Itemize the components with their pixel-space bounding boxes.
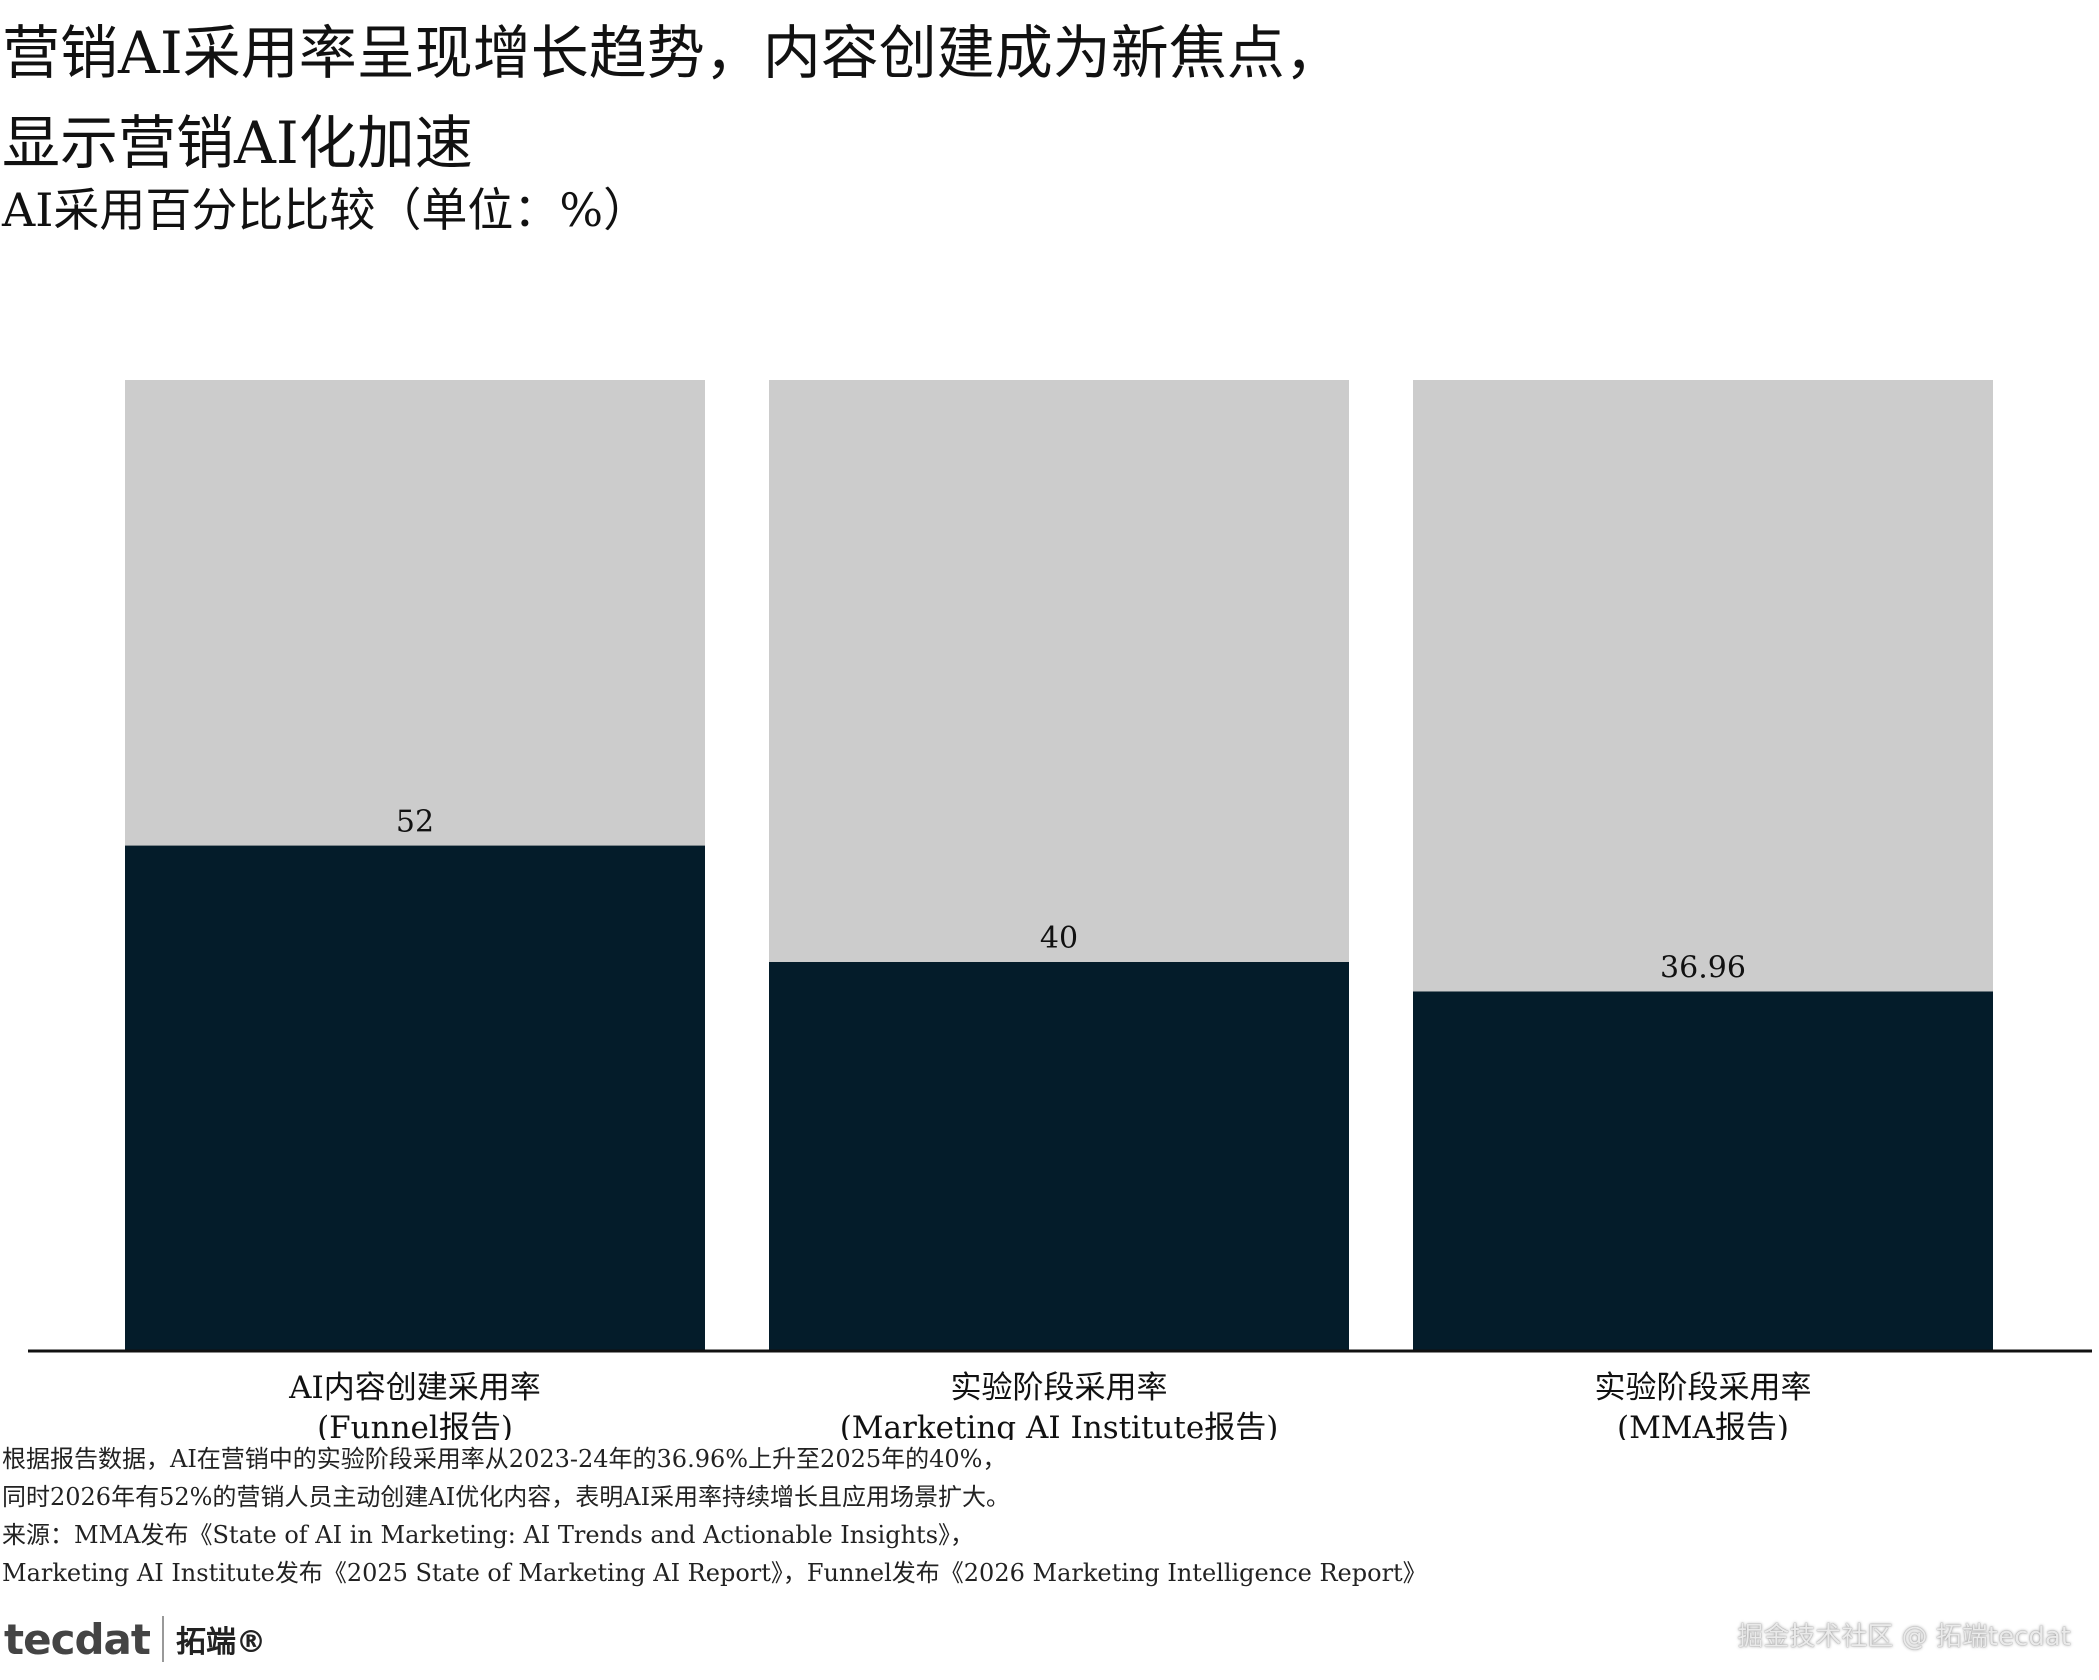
bar-value <box>125 845 705 1350</box>
logo-divider <box>161 1616 164 1662</box>
footnotes: 根据报告数据，AI在营销中的实验阶段采用率从2023-24年的36.96%上升至… <box>2 1440 2092 1592</box>
bar-chart: 52 AI内容创建采用率 (Funnel报告) 40 实验阶段采用率 (Marketing… <box>28 380 2092 1440</box>
watermark: 掘金技术社区 @ 拓端tecdat <box>1737 1622 2071 1652</box>
data-label: 40 <box>1040 921 1078 956</box>
category-tick-label: 实验阶段采用率 <box>951 1370 1168 1406</box>
category-tick-label: 实验阶段采用率 <box>1595 1370 1812 1406</box>
category-tick-label: (Funnel报告) <box>317 1410 513 1440</box>
chart-subtitle: AI采用百分比比较（单位：%） <box>2 183 650 237</box>
source-line: Marketing AI Institute发布《2025 State of M… <box>2 1559 1427 1587</box>
data-label: 36.96 <box>1660 950 1746 985</box>
tecdat-logo: tecdat 拓端® <box>4 1604 266 1674</box>
chart-title: 营销AI采用率呈现增长趋势，内容创建成为新焦点， 显示营销AI化加速 <box>2 8 2082 188</box>
note-line: 同时2026年有52%的营销人员主动创建AI优化内容，表明AI采用率持续增长且应… <box>2 1483 1011 1511</box>
category-tick-label: (Marketing AI Institute报告) <box>840 1410 1279 1440</box>
source-line: 来源：MMA发布《State of AI in Marketing: AI Tr… <box>2 1521 975 1549</box>
bar-value <box>769 962 1349 1350</box>
category-tick-label: AI内容创建采用率 <box>288 1370 541 1406</box>
note-line: 根据报告数据，AI在营销中的实验阶段采用率从2023-24年的36.96%上升至… <box>2 1445 1007 1473</box>
category-tick-label: (MMA报告) <box>1617 1410 1789 1440</box>
title-line-1: 营销AI采用率呈现增长趋势，内容创建成为新焦点， <box>2 19 1343 87</box>
data-label: 52 <box>396 805 434 840</box>
bar-value <box>1413 991 1993 1350</box>
logo-wordmark: tecdat <box>4 1614 151 1664</box>
logo-chinese: 拓端® <box>175 1625 266 1660</box>
title-line-2: 显示营销AI化加速 <box>2 109 473 177</box>
